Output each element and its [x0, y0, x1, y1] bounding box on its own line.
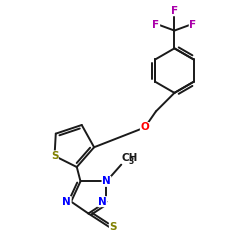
Text: S: S: [51, 151, 58, 161]
Text: N: N: [98, 197, 106, 207]
Text: F: F: [152, 20, 160, 30]
Text: 3: 3: [129, 156, 134, 166]
Text: N: N: [102, 176, 111, 186]
Text: N: N: [62, 197, 71, 207]
Text: F: F: [189, 20, 196, 30]
Text: O: O: [140, 122, 149, 132]
Text: S: S: [110, 222, 117, 232]
Text: F: F: [171, 6, 178, 16]
Text: CH: CH: [121, 153, 138, 163]
